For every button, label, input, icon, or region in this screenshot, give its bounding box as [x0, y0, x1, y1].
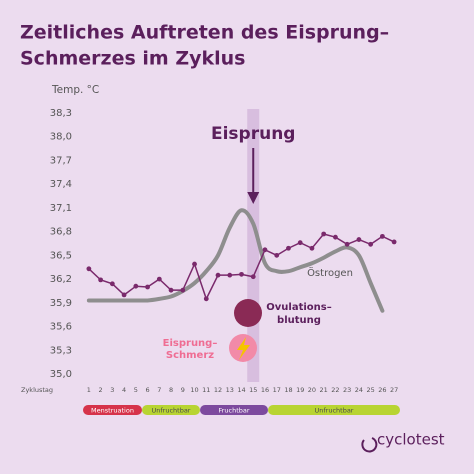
- phase-bar: [83, 405, 142, 415]
- x-tick-label: 20: [308, 386, 316, 394]
- logo-icon: [361, 437, 378, 453]
- data-point: [356, 237, 362, 242]
- phase-label: Unfruchtbar: [315, 407, 354, 415]
- y-tick-label: 36,8: [50, 227, 72, 238]
- x-tick-label: 11: [202, 386, 210, 394]
- annotation: Ovulations–: [266, 302, 331, 313]
- data-point: [391, 239, 397, 245]
- data-point: [227, 272, 233, 278]
- data-point: [133, 283, 139, 289]
- x-tick-label: 25: [367, 386, 375, 394]
- phase-bar: [268, 405, 400, 415]
- x-axis-label: Zyklustag: [21, 386, 53, 394]
- data-point: [192, 261, 197, 267]
- data-point: [368, 241, 374, 247]
- y-tick-label: 36,5: [50, 250, 72, 261]
- x-tick-label: 5: [134, 386, 138, 394]
- arrow-head: [247, 192, 260, 204]
- data-point: [379, 233, 385, 239]
- data-point: [274, 252, 280, 258]
- y-tick-label: 36,2: [50, 274, 72, 285]
- data-point: [98, 277, 104, 283]
- x-tick-label: 18: [284, 386, 292, 394]
- ovulation-band: [247, 109, 260, 382]
- chart-title: Schmerzes im Zyklus: [20, 48, 245, 70]
- data-point: [215, 272, 221, 278]
- y-tick-label: 35,0: [50, 369, 72, 380]
- data-point: [333, 234, 338, 240]
- x-tick-label: 13: [226, 386, 234, 394]
- annotation: Eisprung–: [163, 338, 218, 349]
- data-point: [168, 287, 174, 293]
- data-point: [286, 245, 291, 251]
- y-tick-label: 37,7: [50, 155, 72, 166]
- phase-label: Unfruchtbar: [152, 407, 191, 415]
- x-tick-label: 26: [378, 386, 386, 394]
- data-point: [180, 287, 186, 293]
- x-tick-label: 22: [331, 386, 339, 394]
- data-point: [109, 281, 115, 287]
- x-tick-label: 10: [190, 386, 198, 394]
- brand: cyclotest: [377, 431, 445, 449]
- y-tick-label: 35,9: [50, 298, 72, 309]
- phase-label: Fruchtbar: [218, 407, 249, 415]
- x-tick-label: 8: [169, 386, 173, 394]
- phase-bar: [142, 405, 200, 415]
- data-point: [86, 266, 92, 272]
- annotation: Schmerz: [166, 350, 214, 361]
- x-tick-label: 12: [214, 386, 222, 394]
- x-tick-label: 9: [181, 386, 185, 394]
- y-tick-label: 35,3: [50, 345, 72, 356]
- data-point: [344, 241, 350, 247]
- y-tick-label: 37,4: [50, 179, 72, 190]
- x-tick-label: 24: [355, 386, 363, 394]
- x-tick-label: 2: [99, 386, 103, 394]
- x-tick-label: 19: [296, 386, 304, 394]
- x-tick-label: 23: [343, 386, 351, 394]
- chart-title: Zeitliches Auftreten des Eisprung–: [20, 22, 389, 44]
- data-point: [156, 276, 162, 282]
- x-tick-label: 6: [146, 386, 150, 394]
- data-point: [121, 292, 127, 298]
- y-tick-label: 35,6: [50, 322, 72, 333]
- x-tick-label: 15: [249, 386, 257, 394]
- x-tick-label: 14: [237, 386, 245, 394]
- data-point: [239, 271, 244, 277]
- data-point: [262, 247, 268, 253]
- data-point: [297, 240, 303, 246]
- phase-bar: [200, 405, 268, 415]
- lightning: [237, 337, 250, 360]
- data-point: [309, 245, 315, 251]
- x-tick-label: 3: [110, 386, 114, 394]
- data-point: [250, 274, 256, 280]
- y-tick-label: 37,1: [50, 203, 72, 214]
- x-tick-label: 21: [320, 386, 328, 394]
- bleeding-icon: [234, 299, 262, 327]
- data-point: [203, 296, 209, 302]
- x-tick-label: 7: [157, 386, 161, 394]
- series-line: [86, 208, 385, 313]
- series-label: Östrogen: [307, 266, 353, 279]
- y-tick-label: 38,0: [50, 132, 72, 143]
- annotation: Eisprung: [211, 124, 296, 144]
- y-tick-label: 38,3: [50, 108, 72, 119]
- data-point: [145, 284, 150, 290]
- x-tick-label: 4: [122, 386, 126, 394]
- annotation: blutung: [277, 315, 321, 326]
- phase-label: Menstruation: [91, 407, 134, 415]
- x-tick-label: 16: [261, 386, 269, 394]
- x-tick-label: 1: [87, 386, 91, 394]
- x-tick-label: 17: [273, 386, 281, 394]
- x-tick-label: 27: [390, 386, 398, 394]
- y-axis-label: Temp. °C: [51, 84, 99, 96]
- data-point: [321, 231, 327, 237]
